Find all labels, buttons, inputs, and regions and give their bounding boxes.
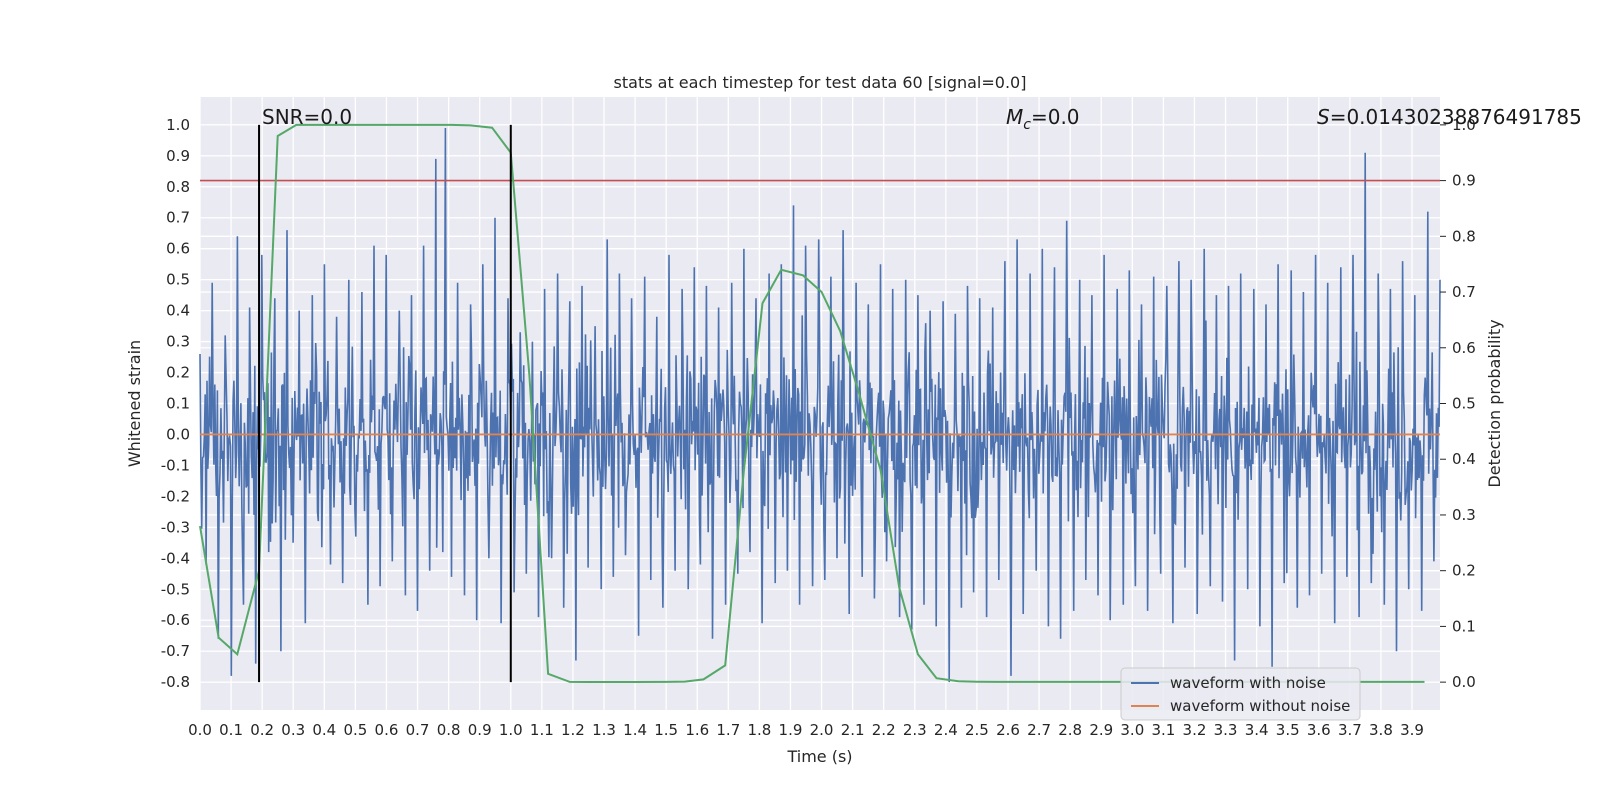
x-tick-label: 3.5 (1276, 721, 1300, 739)
y-tick-label: 0.3 (166, 333, 190, 351)
x-tick-label: 0.0 (188, 721, 212, 739)
y-tick-label: -0.8 (161, 673, 190, 691)
legend-label-clean: waveform without noise (1170, 697, 1350, 715)
y2-tick-label: 0.2 (1452, 562, 1476, 580)
snr-annotation: SNR=0.0 (262, 105, 352, 129)
x-tick-label: 1.1 (530, 721, 554, 739)
x-tick-label: 1.6 (685, 721, 709, 739)
x-tick-label: 0.7 (406, 721, 430, 739)
y-tick-label: 0.6 (166, 240, 190, 258)
y2-tick-label: 1.0 (1452, 116, 1476, 134)
x-tick-label: 3.3 (1214, 721, 1238, 739)
y-tick-label: 0.4 (166, 302, 190, 320)
y2-tick-label: 0.6 (1452, 339, 1476, 357)
y-tick-label: -0.1 (161, 456, 190, 474)
x-tick-label: 2.7 (1027, 721, 1051, 739)
chart-title: stats at each timestep for test data 60 … (614, 73, 1027, 92)
x-tick-label: 1.4 (623, 721, 647, 739)
x-tick-label: 1.2 (561, 721, 585, 739)
x-tick-label: 2.5 (965, 721, 989, 739)
y2-tick-label: 0.9 (1452, 172, 1476, 190)
y-tick-label: -0.2 (161, 487, 190, 505)
x-tick-label: 0.6 (375, 721, 399, 739)
data-layer (199, 123, 1441, 683)
x-tick-label: 3.6 (1307, 721, 1331, 739)
y2-tick-label: 0.4 (1452, 450, 1476, 468)
y2-tick-label: 0.0 (1452, 673, 1476, 691)
y-tick-label: 0.9 (166, 147, 190, 165)
x-tick-label: 0.8 (437, 721, 461, 739)
x-tick-label: 2.4 (934, 721, 958, 739)
x-tick-label: 0.1 (219, 721, 243, 739)
y-tick-label: -0.4 (161, 549, 190, 567)
x-tick-label: 0.4 (312, 721, 336, 739)
y-tick-label: -0.6 (161, 611, 190, 629)
x-tick-label: 3.9 (1400, 721, 1424, 739)
x-tick-label: 2.2 (872, 721, 896, 739)
chirp-mass-annotation: Mc=0.0 (1006, 105, 1080, 133)
x-tick-label: 2.8 (1058, 721, 1082, 739)
s-symbol: S (1317, 105, 1330, 129)
y-tick-label: 0.2 (166, 364, 190, 382)
x-tick-label: 2.1 (841, 721, 865, 739)
y2-tick-label: 0.5 (1452, 395, 1476, 413)
x-tick-label: 3.8 (1369, 721, 1393, 739)
y-tick-label: 0.8 (166, 178, 190, 196)
x-tick-label: 1.3 (592, 721, 616, 739)
y2-tick-label: 0.3 (1452, 506, 1476, 524)
x-tick-label: 3.2 (1183, 721, 1207, 739)
x-tick-label: 1.8 (747, 721, 771, 739)
legend-label-noisy: waveform with noise (1170, 674, 1326, 692)
x-tick-label: 3.1 (1151, 721, 1175, 739)
x-tick-label: 2.9 (1089, 721, 1113, 739)
x-tick-label: 2.3 (903, 721, 927, 739)
detection-probability-line (199, 123, 1425, 683)
x-tick-label: 1.7 (716, 721, 740, 739)
x-tick-label: 1.9 (779, 721, 803, 739)
y2-tick-label: 0.8 (1452, 227, 1476, 245)
y-tick-label: 0.0 (166, 425, 190, 443)
y-tick-label: 0.1 (166, 395, 190, 413)
mc-value: =0.0 (1031, 105, 1080, 129)
legend: waveform with noise waveform without noi… (1120, 667, 1361, 721)
mc-symbol: M (1006, 105, 1023, 129)
x-tick-label: 3.0 (1120, 721, 1144, 739)
x-tick-label: 0.2 (250, 721, 274, 739)
s-annotation: S=0.01430238876491785 (1317, 105, 1582, 129)
noisy-waveform-line (199, 127, 1441, 683)
x-tick-label: 2.6 (996, 721, 1020, 739)
y-axis-label: Whitened strain (125, 340, 144, 467)
y-tick-label: -0.7 (161, 642, 190, 660)
s-value: =0.01430238876491785 (1330, 105, 1582, 129)
axes: 0.0 0.1 0.2 0.3 0.4 0.5 0.6 0.7 0.8 0.9 1.0 1.1 1.2 1… (161, 116, 1476, 739)
y2-axis-label: Detection probability (1485, 319, 1504, 487)
x-tick-label: 0.9 (468, 721, 492, 739)
y2-tick-label: 0.7 (1452, 283, 1476, 301)
legend-box (1120, 667, 1361, 721)
x-tick-label: 0.5 (343, 721, 367, 739)
x-tick-label: 3.4 (1245, 721, 1269, 739)
y-tick-label: -0.5 (161, 580, 190, 598)
y-tick-label: 1.0 (166, 116, 190, 134)
x-tick-label: 0.3 (281, 721, 305, 739)
y-tick-label: 0.5 (166, 271, 190, 289)
mc-subscript: c (1023, 117, 1031, 133)
y-tick-label: 0.7 (166, 209, 190, 227)
x-tick-label: 2.0 (810, 721, 834, 739)
x-tick-label: 1.0 (499, 721, 523, 739)
x-axis-label: Time (s) (786, 747, 852, 766)
x-tick-label: 3.7 (1338, 721, 1362, 739)
y2-tick-label: 0.1 (1452, 617, 1476, 635)
y-tick-label: -0.3 (161, 518, 190, 536)
x-tick-label: 1.5 (654, 721, 678, 739)
